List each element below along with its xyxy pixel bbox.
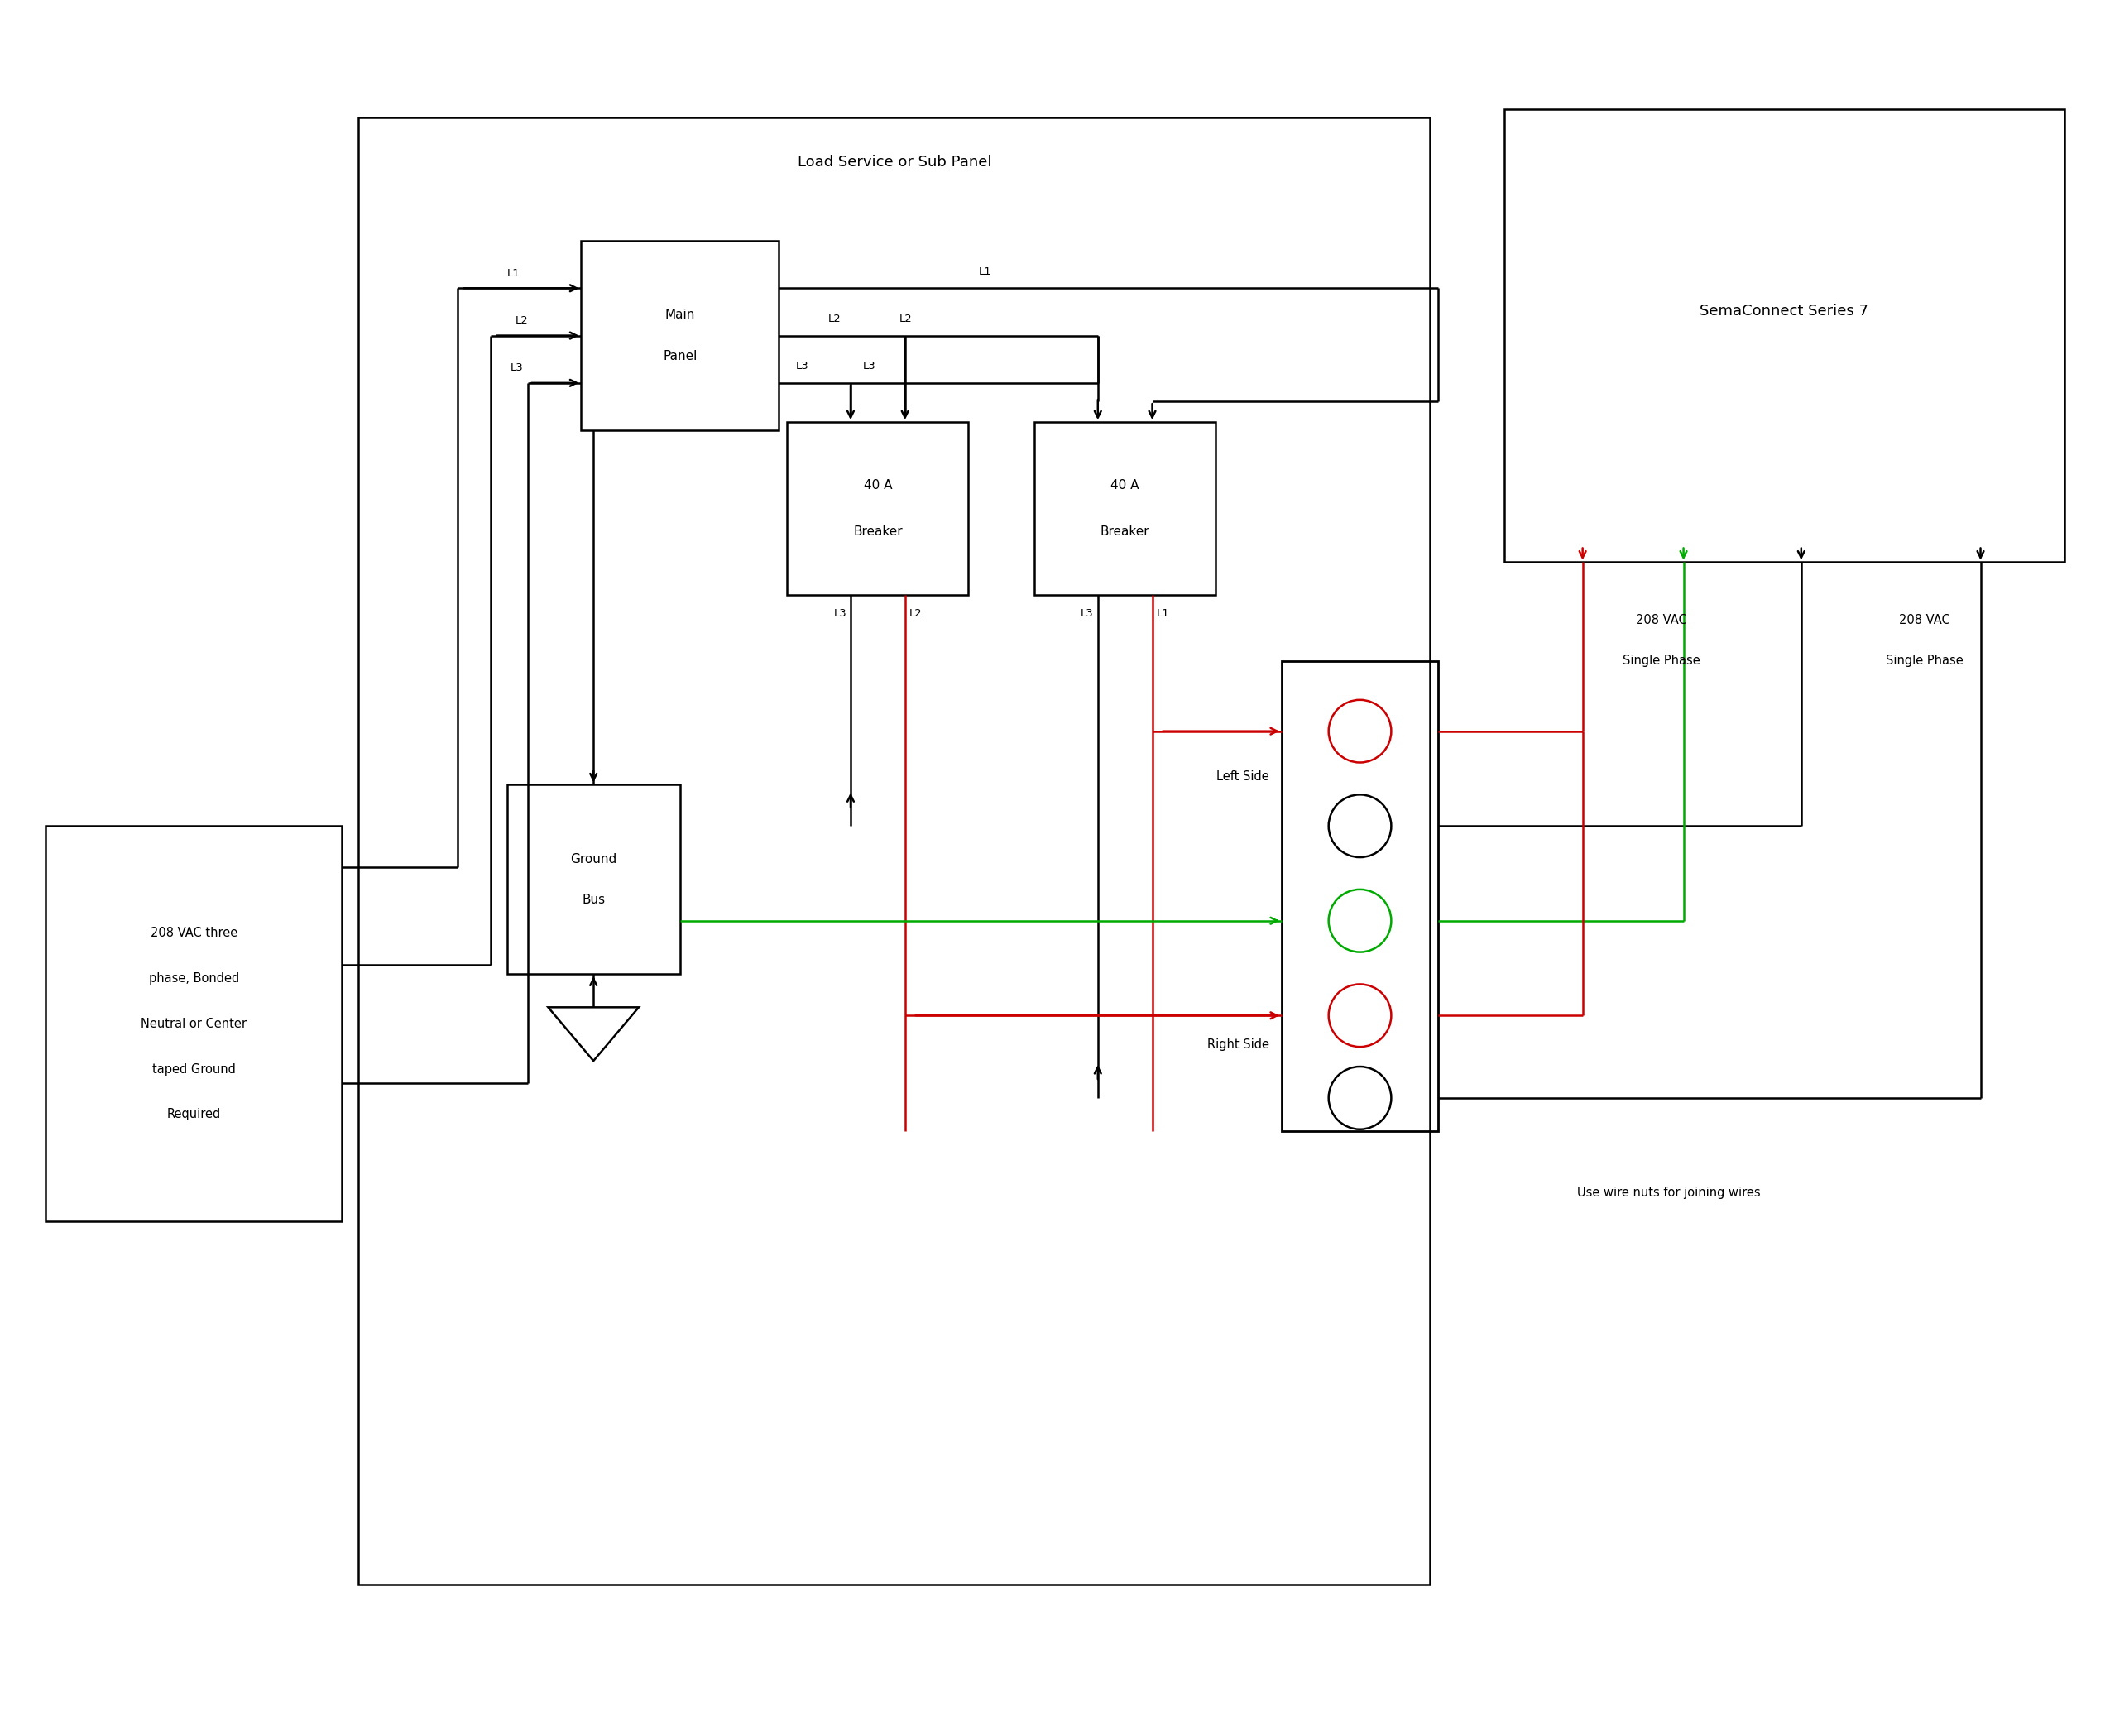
Text: Bus: Bus [582, 894, 606, 906]
Bar [1281, 661, 1439, 1130]
Bar [506, 785, 679, 974]
Text: Load Service or Sub Panel: Load Service or Sub Panel [798, 155, 992, 170]
Text: L2: L2 [829, 314, 842, 325]
Text: L3: L3 [833, 608, 846, 618]
Bar [46, 826, 342, 1222]
Text: L3: L3 [795, 361, 808, 372]
Circle shape [1329, 795, 1390, 858]
Text: L1: L1 [1156, 608, 1169, 618]
Text: Single Phase: Single Phase [1623, 654, 1701, 667]
Text: phase, Bonded: phase, Bonded [148, 972, 238, 984]
Text: Panel: Panel [663, 351, 696, 363]
Text: 208 VAC three: 208 VAC three [150, 927, 236, 939]
Text: 40 A: 40 A [1110, 479, 1139, 491]
Text: L2: L2 [515, 316, 528, 326]
Circle shape [1329, 1066, 1390, 1128]
Text: L3: L3 [863, 361, 876, 372]
Text: 208 VAC: 208 VAC [1899, 615, 1950, 627]
Text: Use wire nuts for joining wires: Use wire nuts for joining wires [1578, 1186, 1760, 1200]
Text: Left Side: Left Side [1217, 771, 1270, 783]
Circle shape [1329, 984, 1390, 1047]
Text: 40 A: 40 A [863, 479, 893, 491]
Text: L3: L3 [511, 363, 523, 373]
Bar [1034, 422, 1215, 595]
Text: SemaConnect Series 7: SemaConnect Series 7 [1701, 304, 1869, 318]
Text: Breaker: Breaker [852, 526, 903, 538]
Text: taped Ground: taped Ground [152, 1062, 236, 1075]
Text: Right Side: Right Side [1207, 1038, 1270, 1050]
Text: Ground: Ground [570, 852, 616, 865]
Bar [359, 118, 1431, 1585]
Circle shape [1329, 700, 1390, 762]
Text: 208 VAC: 208 VAC [1635, 615, 1686, 627]
Bar [580, 241, 779, 431]
Text: Required: Required [167, 1108, 222, 1121]
Text: L3: L3 [1080, 608, 1093, 618]
Bar [787, 422, 968, 595]
Bar [1504, 109, 2064, 562]
Text: Single Phase: Single Phase [1886, 654, 1962, 667]
Text: L1: L1 [506, 267, 519, 279]
Text: Breaker: Breaker [1101, 526, 1150, 538]
Text: L2: L2 [909, 608, 922, 618]
Text: L2: L2 [899, 314, 912, 325]
Text: Main: Main [665, 309, 694, 321]
Text: Neutral or Center: Neutral or Center [141, 1017, 247, 1029]
Text: L1: L1 [979, 266, 992, 278]
Circle shape [1329, 889, 1390, 951]
